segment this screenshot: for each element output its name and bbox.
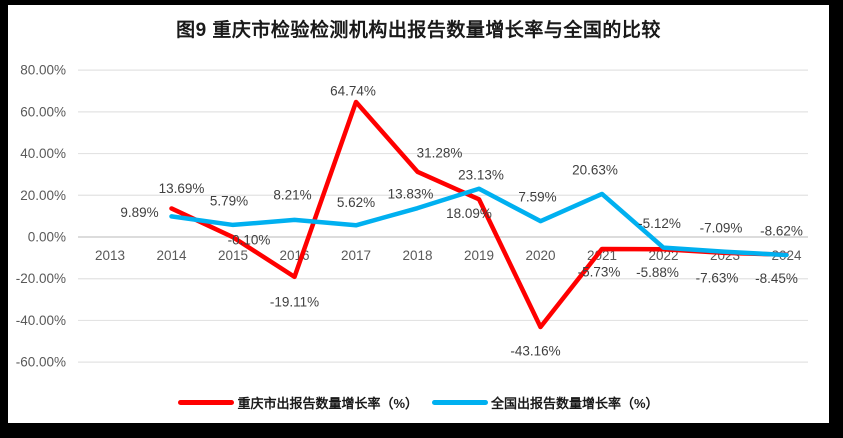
chart-title: 图9 重庆市检验检测机构出报告数量增长率与全国的比较: [176, 20, 661, 41]
series-line-national: [169, 186, 789, 258]
data-label-chongqing: -5.88%: [636, 265, 679, 280]
legend-item-chongqing: 重庆市出报告数量增长率（%）: [178, 393, 418, 412]
legend-label-national: 全国出报告数量增长率（%）: [491, 396, 659, 411]
data-label-national: -8.62%: [760, 223, 803, 238]
data-label-national: -7.09%: [700, 220, 743, 235]
data-label-chongqing: -19.11%: [270, 294, 319, 309]
y-axis-tick-label: -60.00%: [16, 355, 66, 370]
x-axis-year-label: 2018: [402, 248, 432, 263]
data-label-national: 13.83%: [388, 187, 434, 202]
y-axis-tick-label: 60.00%: [20, 104, 66, 119]
legend-label-chongqing: 重庆市出报告数量增长率（%）: [237, 396, 418, 411]
chart-legend: 重庆市出报告数量增长率（%） 全国出报告数量增长率（%）: [8, 393, 829, 412]
data-label-national: 5.62%: [337, 195, 375, 210]
x-axis-year-label: 2014: [156, 248, 187, 263]
legend-line-icon-chongqing: [178, 400, 235, 405]
legend-item-national: 全国出报告数量增长率（%）: [432, 393, 659, 412]
data-label-chongqing: 18.09%: [446, 206, 492, 221]
legend-line-icon-national: [432, 400, 488, 405]
data-label-chongqing: -5.73%: [578, 264, 621, 279]
y-axis-tick-label: -20.00%: [16, 271, 66, 286]
data-label-national: 7.59%: [518, 190, 556, 205]
data-label-chongqing: -7.63%: [696, 270, 739, 285]
data-label-national: 9.89%: [120, 205, 158, 220]
y-axis-tick-label: 40.00%: [20, 146, 66, 161]
line-chart-plot: 80.00% 60.00% 40.00% 20.00% 0.00% -20.00% -40.…: [16, 63, 808, 370]
x-axis-year-label: 2020: [525, 248, 555, 263]
data-label-national: 5.79%: [210, 193, 248, 208]
data-label-national: 23.13%: [458, 167, 504, 182]
data-label-chongqing: 64.74%: [330, 83, 376, 98]
y-axis-tick-label: -40.00%: [16, 313, 66, 328]
data-label-chongqing: -0.10%: [228, 233, 271, 248]
data-label-chongqing: 13.69%: [159, 181, 205, 196]
data-label-national: -5.12%: [638, 216, 681, 231]
y-axis-tick-label: 20.00%: [20, 188, 66, 203]
x-axis-year-label: 2017: [341, 248, 371, 263]
y-axis-tick-label: 80.00%: [20, 63, 66, 78]
data-label-chongqing: 31.28%: [417, 145, 463, 160]
chart-area: 图9 重庆市检验检测机构出报告数量增长率与全国的比较 80.00% 60.00% 4…: [8, 5, 829, 423]
y-axis-tick-label: 0.00%: [28, 230, 66, 245]
data-label-national: 8.21%: [273, 187, 311, 202]
data-label-chongqing: -8.45%: [755, 271, 798, 286]
x-axis-year-label: 2019: [464, 248, 494, 263]
data-label-national: 20.63%: [572, 162, 618, 177]
x-axis-year-label: 2015: [218, 248, 248, 263]
data-label-chongqing: -43.16%: [510, 344, 560, 359]
x-axis-year-label: 2013: [95, 248, 125, 263]
